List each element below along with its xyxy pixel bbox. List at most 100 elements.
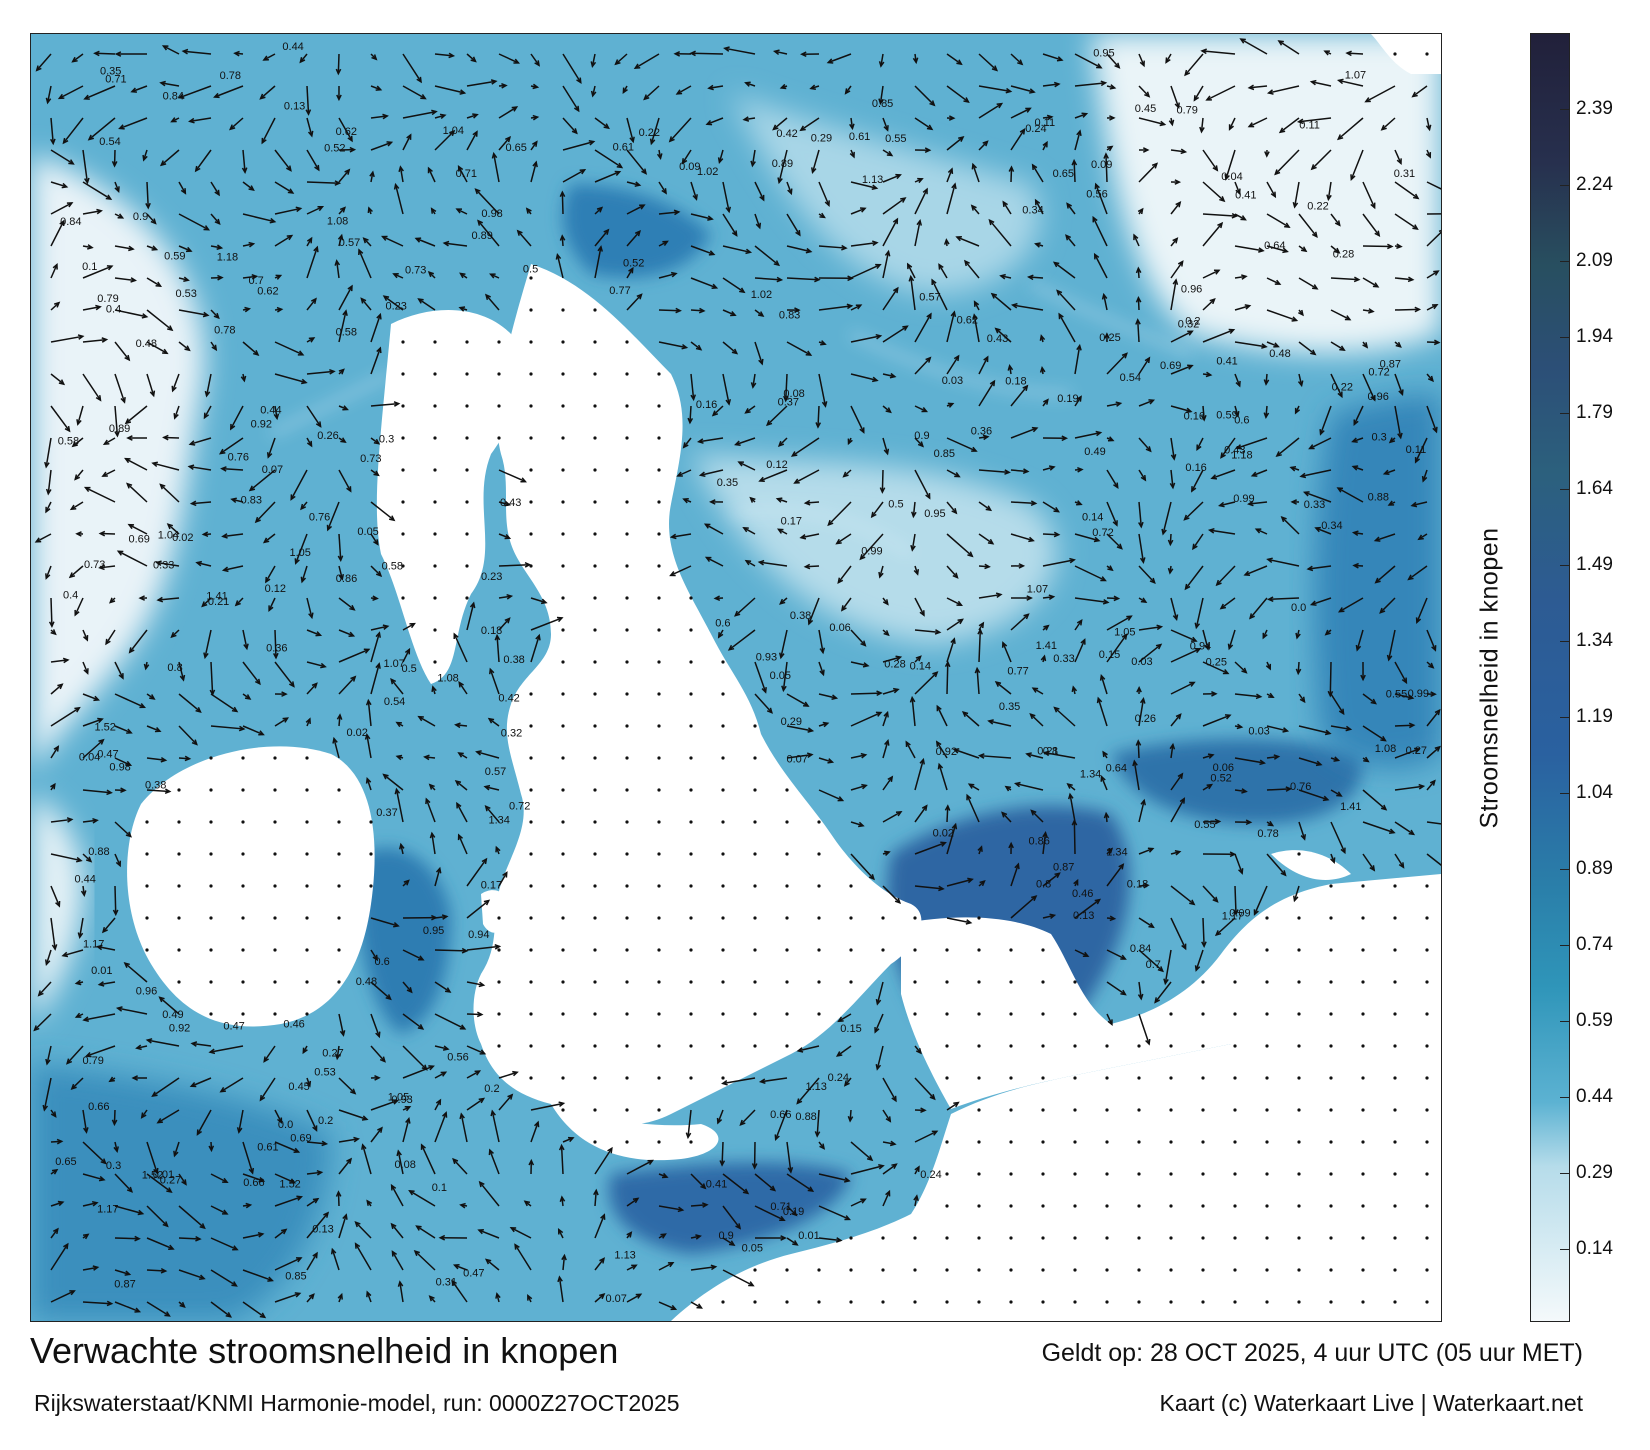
land-dot (1169, 1076, 1173, 1080)
current-arrow (882, 325, 908, 343)
current-arrow-head (1163, 978, 1169, 986)
current-arrow (1426, 117, 1431, 130)
speed-label: 0.71 (770, 1201, 791, 1213)
current-arrow-head (125, 831, 132, 838)
current-arrow-head (106, 1300, 114, 1307)
current-arrow (210, 1269, 237, 1287)
current-arrow (1138, 643, 1162, 663)
land-dot (1073, 1236, 1077, 1240)
current-arrow-head (920, 1107, 927, 1114)
current-arrow-head (950, 637, 956, 644)
current-arrow-head (159, 483, 166, 490)
current-arrow-head (807, 618, 814, 626)
current-arrow (594, 149, 623, 169)
current-speed-map[interactable]: 0.9 0.96 0.54 0.47 0.62 1.52 1.34 1.41 1.17 1.05 0… (30, 33, 1442, 1322)
current-arrow-head (1336, 134, 1344, 141)
current-arrow (1106, 597, 1119, 600)
current-arrow (370, 1045, 386, 1062)
current-arrow (1196, 437, 1204, 450)
current-arrows (33, 38, 1441, 1319)
current-arrow-head (76, 856, 83, 863)
land-dot (1169, 1268, 1173, 1272)
current-arrow (876, 981, 884, 1005)
current-arrow-head (162, 348, 169, 355)
current-arrow-head (74, 609, 80, 617)
current-arrow (338, 533, 342, 561)
land-dot (881, 1300, 885, 1304)
current-arrow-head (1380, 124, 1387, 131)
current-arrow (690, 1203, 708, 1207)
current-arrow-head (339, 1030, 346, 1037)
current-arrow (850, 711, 882, 727)
current-arrow-head (489, 273, 496, 279)
land-dot (209, 980, 213, 984)
current-arrow (1095, 183, 1108, 215)
current-arrow (1042, 83, 1060, 87)
current-arrow-head (188, 117, 195, 124)
current-arrow (722, 1237, 735, 1246)
current-arrow (1202, 213, 1237, 217)
land-dot (593, 756, 597, 760)
current-arrow-head (85, 856, 93, 863)
land-dot (1233, 1300, 1237, 1304)
current-arrow-head (296, 1195, 303, 1201)
current-arrow-head (474, 1070, 482, 1076)
current-arrow-head (634, 229, 641, 237)
current-arrow-head (406, 133, 412, 140)
current-arrow-head (238, 725, 246, 732)
speed-label: 0.2 (318, 1115, 333, 1127)
current-arrow (1073, 820, 1076, 855)
current-arrow-head (118, 124, 125, 130)
current-arrow (402, 110, 437, 119)
land-dot (785, 820, 789, 824)
current-arrow-head (1151, 162, 1159, 169)
current-arrow-head (1336, 791, 1343, 797)
current-arrow-head (944, 660, 951, 668)
current-arrow-head (184, 755, 192, 762)
land-dot (593, 532, 597, 536)
current-arrow (818, 661, 825, 675)
current-arrow (203, 405, 212, 419)
current-arrow (337, 1191, 340, 1207)
current-arrow-head (208, 1048, 216, 1055)
current-arrow-head (295, 206, 303, 213)
current-arrow-head (444, 987, 452, 993)
current-arrow (50, 917, 56, 950)
current-arrow-head (695, 1234, 702, 1240)
current-arrow (455, 724, 468, 727)
current-arrow-head (1030, 809, 1037, 816)
land-dot (1169, 1044, 1173, 1048)
current-arrow (82, 306, 101, 311)
current-arrow (517, 230, 532, 247)
current-arrow (706, 556, 724, 567)
land-dot (1137, 1108, 1141, 1112)
speed-label: 0.05 (357, 526, 378, 538)
current-arrow-head (404, 647, 411, 655)
current-arrow-head (984, 563, 991, 570)
current-arrow (760, 1077, 788, 1083)
current-arrow-head (1058, 312, 1064, 320)
current-arrow-head (776, 276, 784, 283)
current-arrow (491, 1111, 500, 1143)
current-arrow-head (317, 205, 325, 212)
current-arrow-head (185, 246, 193, 253)
speed-label: 0.11 (1035, 117, 1056, 129)
land-dot (625, 340, 629, 344)
current-arrow (752, 373, 756, 388)
current-arrow-head (1412, 193, 1420, 200)
land-dot (145, 852, 149, 856)
current-arrow (1319, 405, 1332, 435)
current-arrow (146, 1205, 169, 1227)
current-arrow-head (1369, 865, 1376, 872)
current-arrow (722, 373, 730, 405)
land-dot (913, 1268, 917, 1272)
current-arrow-head (106, 265, 114, 271)
current-arrow-head (361, 1115, 369, 1121)
land-dot (1265, 1236, 1269, 1240)
speed-label: 0.31 (1394, 168, 1415, 180)
current-arrow (690, 373, 695, 400)
current-arrow-head (1099, 673, 1106, 681)
speed-label: 0.41 (1216, 355, 1237, 367)
speed-label: 0.38 (145, 779, 166, 791)
current-arrow (402, 949, 424, 961)
